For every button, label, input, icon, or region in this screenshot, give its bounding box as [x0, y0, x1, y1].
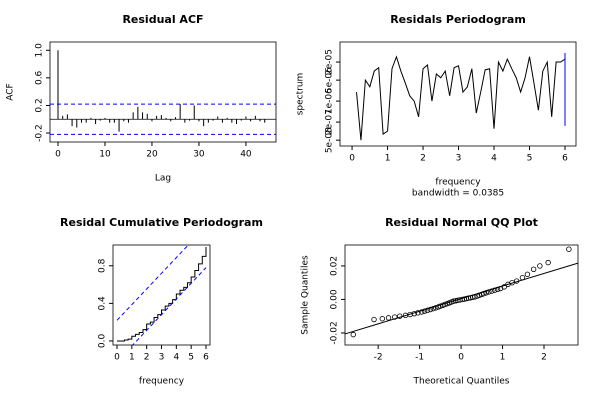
x-tick-label: 30: [193, 150, 205, 160]
y-tick-label: 0.0: [98, 334, 108, 349]
y-tick-label: 2e-07: [325, 109, 335, 135]
qq-point: [501, 284, 507, 290]
x-axis-label: frequency: [139, 377, 185, 387]
y-tick-label: 0.2: [35, 98, 45, 112]
y-tick-label: 2e-05: [325, 49, 335, 75]
qq-point: [433, 305, 439, 311]
x-tick-label: 4: [491, 154, 497, 164]
x-tick-label: 3: [456, 154, 462, 164]
qq-point: [418, 309, 425, 315]
x-tick-label: -1: [415, 353, 424, 363]
chart-title: Residual ACF: [122, 13, 203, 26]
y-tick-label: 0.4: [98, 296, 108, 311]
y-tick-label: -0.2: [35, 124, 45, 142]
y-tick-label: 0.00: [330, 289, 340, 309]
x-tick-label: 1: [129, 353, 135, 363]
x-axis-label: frequency: [435, 178, 481, 188]
y-tick-label: 5e-08: [325, 127, 335, 153]
x-tick-label: 0: [349, 154, 355, 164]
plot-frame: [112, 244, 211, 346]
plot-frame: [49, 41, 277, 143]
chart-title: Residual Normal QQ Plot: [385, 216, 538, 229]
y-axis-label: Sample Quantiles: [301, 255, 311, 335]
y-tick-label: 1e-06: [325, 88, 335, 114]
x-tick-label: 6: [562, 154, 568, 164]
x-tick-label: 6: [203, 353, 209, 363]
y-tick-label: 0.8: [98, 258, 108, 273]
y-tick-label: 1.0: [35, 43, 45, 58]
band-line: [116, 245, 189, 321]
y-tick-label: 0.6: [35, 70, 45, 85]
spectrum-line: [356, 55, 566, 141]
qq-point: [566, 246, 572, 252]
y-tick-label: 0.02: [330, 256, 340, 276]
band-line: [132, 267, 207, 345]
qq-line: [344, 262, 579, 335]
plot-frame: [339, 41, 577, 147]
x-tick-label: 3: [159, 353, 165, 363]
x-tick-label: 2: [541, 353, 547, 363]
x-tick-label: -2: [374, 353, 383, 363]
chart-title: Residal Cumulative Periodogram: [60, 216, 263, 229]
x-tick-label: 1: [385, 154, 391, 164]
qq-point: [537, 263, 543, 269]
x-tick-label: 40: [240, 150, 252, 160]
y-axis-label: spectrum: [296, 73, 306, 116]
y-axis-label: ACF: [6, 83, 16, 100]
qq-point: [545, 259, 551, 266]
y-tick-label: 5e-06: [325, 67, 335, 93]
plot-frame: [344, 244, 579, 346]
qq-point: [379, 316, 386, 322]
qq-point: [430, 305, 437, 312]
x-tick-label: 0: [55, 150, 61, 160]
x-tick-label: 5: [527, 154, 533, 164]
qq-point: [350, 331, 356, 338]
x-axis-label: Theoretical Quantiles: [413, 377, 510, 387]
qq-point: [424, 307, 431, 314]
subtitle: bandwidth = 0.0385: [412, 189, 504, 199]
x-tick-label: 0: [114, 353, 120, 363]
qq-point: [421, 308, 428, 314]
qq-point: [489, 288, 495, 294]
x-axis-label: Lag: [155, 174, 171, 184]
chart-title: Residals Periodogram: [390, 13, 526, 26]
qq-point: [486, 289, 492, 295]
x-tick-label: 20: [146, 150, 158, 160]
y-tick-label: -0.02: [330, 321, 340, 344]
x-tick-label: 5: [188, 353, 194, 363]
x-tick-label: 2: [420, 154, 426, 164]
qq-point: [530, 266, 537, 272]
qq-point: [427, 306, 434, 313]
x-tick-label: 0: [458, 353, 464, 363]
qq-point: [371, 316, 377, 323]
qq-point: [385, 315, 392, 321]
qq-point: [524, 271, 531, 278]
x-tick-label: 10: [99, 150, 111, 160]
cumulative-step: [117, 246, 207, 342]
x-tick-label: 1: [500, 353, 506, 363]
x-tick-label: 4: [173, 353, 179, 363]
x-tick-label: 2: [144, 353, 150, 363]
